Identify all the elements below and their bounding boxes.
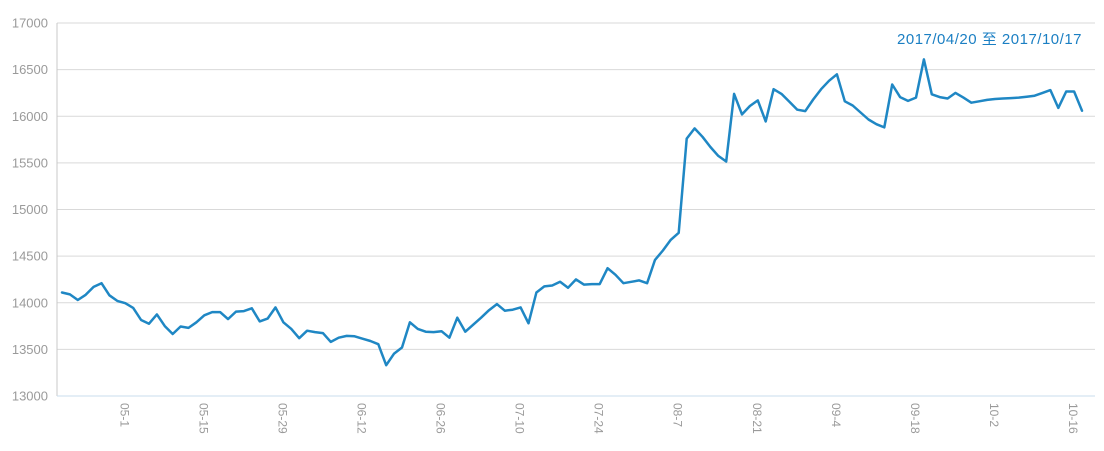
- x-axis-label: 06-26: [434, 403, 448, 434]
- x-axis-label: 09-4: [829, 403, 843, 427]
- x-axis-label: 05-29: [275, 403, 289, 434]
- x-axis-label: 05-15: [196, 403, 210, 434]
- y-axis-label: 14000: [12, 295, 48, 310]
- x-axis-label: 05-1: [117, 403, 131, 427]
- x-axis-label: 09-18: [908, 403, 922, 434]
- x-axis-label: 08-7: [671, 403, 685, 427]
- price-line-series[interactable]: [60, 58, 1084, 367]
- x-axis-label: 07-10: [513, 403, 527, 434]
- y-axis-label: 15000: [12, 202, 48, 217]
- y-axis-label: 16500: [12, 62, 48, 77]
- x-axis-label: 07-24: [592, 403, 606, 434]
- y-axis-label: 13500: [12, 342, 48, 357]
- x-axis-label: 10-16: [1066, 403, 1080, 434]
- x-axis-label: 06-12: [355, 403, 369, 434]
- y-axis-label: 14500: [12, 249, 48, 264]
- x-axis-label: 08-21: [750, 403, 764, 434]
- y-axis-label: 15500: [12, 155, 48, 170]
- x-axis-label: 10-2: [987, 403, 1001, 427]
- y-axis-label: 17000: [12, 16, 48, 31]
- y-axis-label: 16000: [12, 109, 48, 124]
- chart-title-date-range: 2017/04/20 至 2017/10/17: [897, 31, 1082, 48]
- y-axis-label: 13000: [12, 389, 48, 404]
